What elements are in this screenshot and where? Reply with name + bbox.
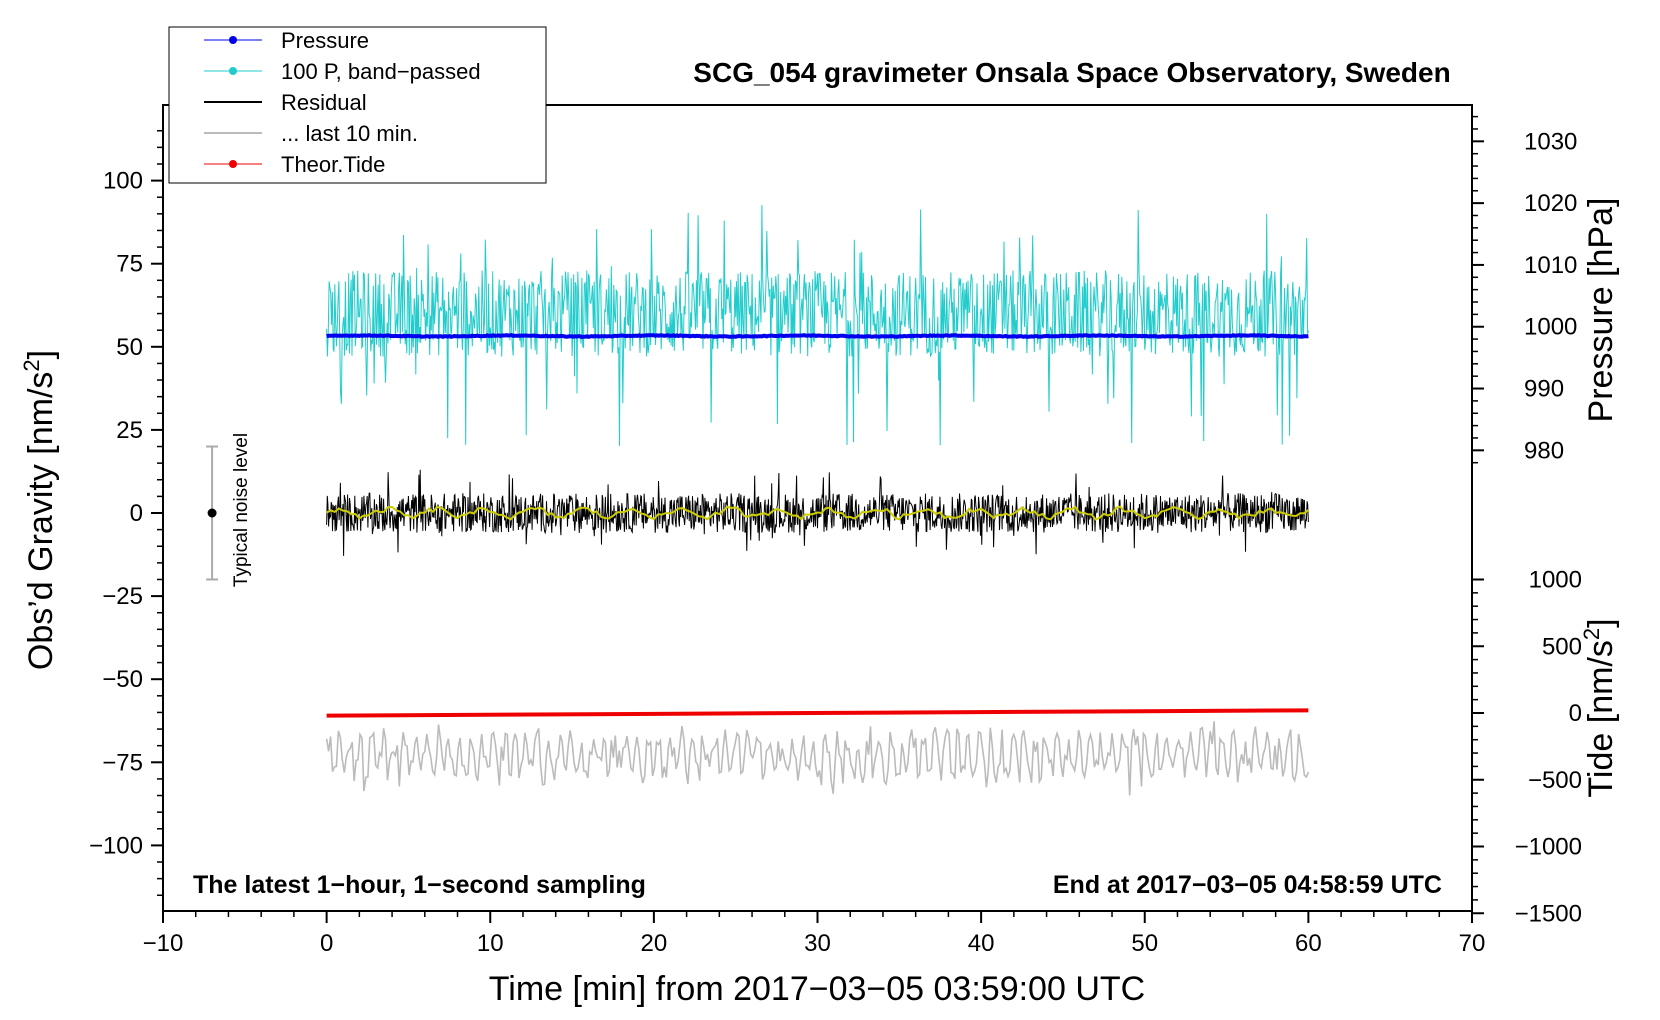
legend-marker — [229, 160, 237, 168]
left-tick-label: 50 — [116, 334, 143, 361]
series-last-10-min — [325, 721, 1310, 796]
x-tick-label: 50 — [1131, 930, 1158, 957]
pressure-tick-label: 980 — [1524, 437, 1564, 464]
legend-marker — [229, 36, 237, 44]
left-tick-label: −75 — [102, 749, 143, 776]
x-tick-label: 60 — [1295, 930, 1322, 957]
left-axis-ticks: 100 75 50 25 0 −25 −50 −75 −100 — [89, 129, 163, 897]
left-tick-label: 75 — [116, 251, 143, 278]
tide-tick-label: −1000 — [1515, 834, 1582, 861]
left-tick-label: −25 — [102, 583, 143, 610]
pressure-tick-label: 1030 — [1524, 128, 1577, 155]
left-tick-label: 0 — [130, 500, 143, 527]
annotation-right: End at 2017−03−05 04:58:59 UTC — [1053, 871, 1442, 899]
x-tick-label: 20 — [641, 930, 668, 957]
legend-label: ... last 10 min. — [281, 121, 418, 146]
left-axis-title: Obs’d Gravity [nm/s2] — [19, 350, 60, 670]
chart-title: SCG_054 gravimeter Onsala Space Observat… — [693, 57, 1450, 88]
right-axis-title-tide-sup: 2 — [1579, 628, 1604, 640]
left-axis-title-sup: 2 — [19, 359, 44, 371]
noise-center-dot — [207, 508, 217, 518]
legend-label: 100 P, band−passed — [281, 59, 481, 84]
series-pressure — [326, 333, 1309, 339]
x-axis-ticks: −10 0 10 20 30 40 50 60 70 — [143, 911, 1486, 957]
x-tick-label: −10 — [143, 930, 184, 957]
series-residual — [326, 469, 1309, 556]
pressure-tick-label: 1000 — [1524, 314, 1577, 341]
series-theoretical-tide — [326, 708, 1309, 718]
left-tick-label: −50 — [102, 666, 143, 693]
annotation-left: The latest 1−hour, 1−second sampling — [193, 871, 646, 899]
legend-label: Pressure — [281, 28, 369, 53]
pressure-tick-label: 1020 — [1524, 190, 1577, 217]
legend-marker — [229, 67, 237, 75]
right-axis-title-tide: Tide [nm/s2] — [1579, 618, 1620, 797]
tide-tick-label: 1000 — [1529, 567, 1582, 594]
x-tick-label: 70 — [1459, 930, 1486, 957]
legend: Pressure 100 P, band−passed Residual ... la… — [168, 26, 547, 184]
pressure-tick-label: 990 — [1524, 376, 1564, 403]
series-band-passed-pressure — [326, 205, 1309, 446]
noise-label: Typical noise level — [231, 433, 252, 587]
tide-tick-label: 500 — [1542, 633, 1582, 660]
x-tick-label: 30 — [804, 930, 831, 957]
series-group — [325, 205, 1310, 796]
tide-tick-label: −500 — [1528, 767, 1582, 794]
left-tick-label: 100 — [103, 168, 143, 195]
left-tick-label: 25 — [116, 417, 143, 444]
right-axis-title-pressure: Pressure [hPa] — [1582, 198, 1620, 423]
x-axis-title: Time [min] from 2017−03−05 03:59:00 UTC — [489, 970, 1145, 1008]
legend-label: Theor.Tide — [281, 152, 385, 177]
series-residual-smoothed — [326, 505, 1310, 521]
x-tick-label: 40 — [968, 930, 995, 957]
tide-tick-label: 0 — [1569, 700, 1582, 727]
right-axis-title-tide-main: Tide [nm/s — [1582, 640, 1620, 797]
pressure-tick-label: 1010 — [1524, 252, 1577, 279]
legend-box — [168, 26, 547, 184]
right-axis-title-tide-end: ] — [1582, 618, 1620, 627]
noise-indicator — [206, 445, 219, 581]
left-axis-title-main: Obs’d Gravity [nm/s — [22, 372, 60, 671]
x-tick-label: 10 — [477, 930, 504, 957]
right-axis-ticks: 1030 1020 1010 1000 990 980 1000 500 0 −500 −1000 −… — [1472, 115, 1582, 927]
x-tick-label: 0 — [320, 930, 333, 957]
tide-tick-label: −1500 — [1515, 900, 1582, 927]
legend-label: Residual — [281, 90, 367, 115]
left-axis-title-end: ] — [22, 350, 60, 359]
left-tick-label: −100 — [89, 832, 143, 859]
